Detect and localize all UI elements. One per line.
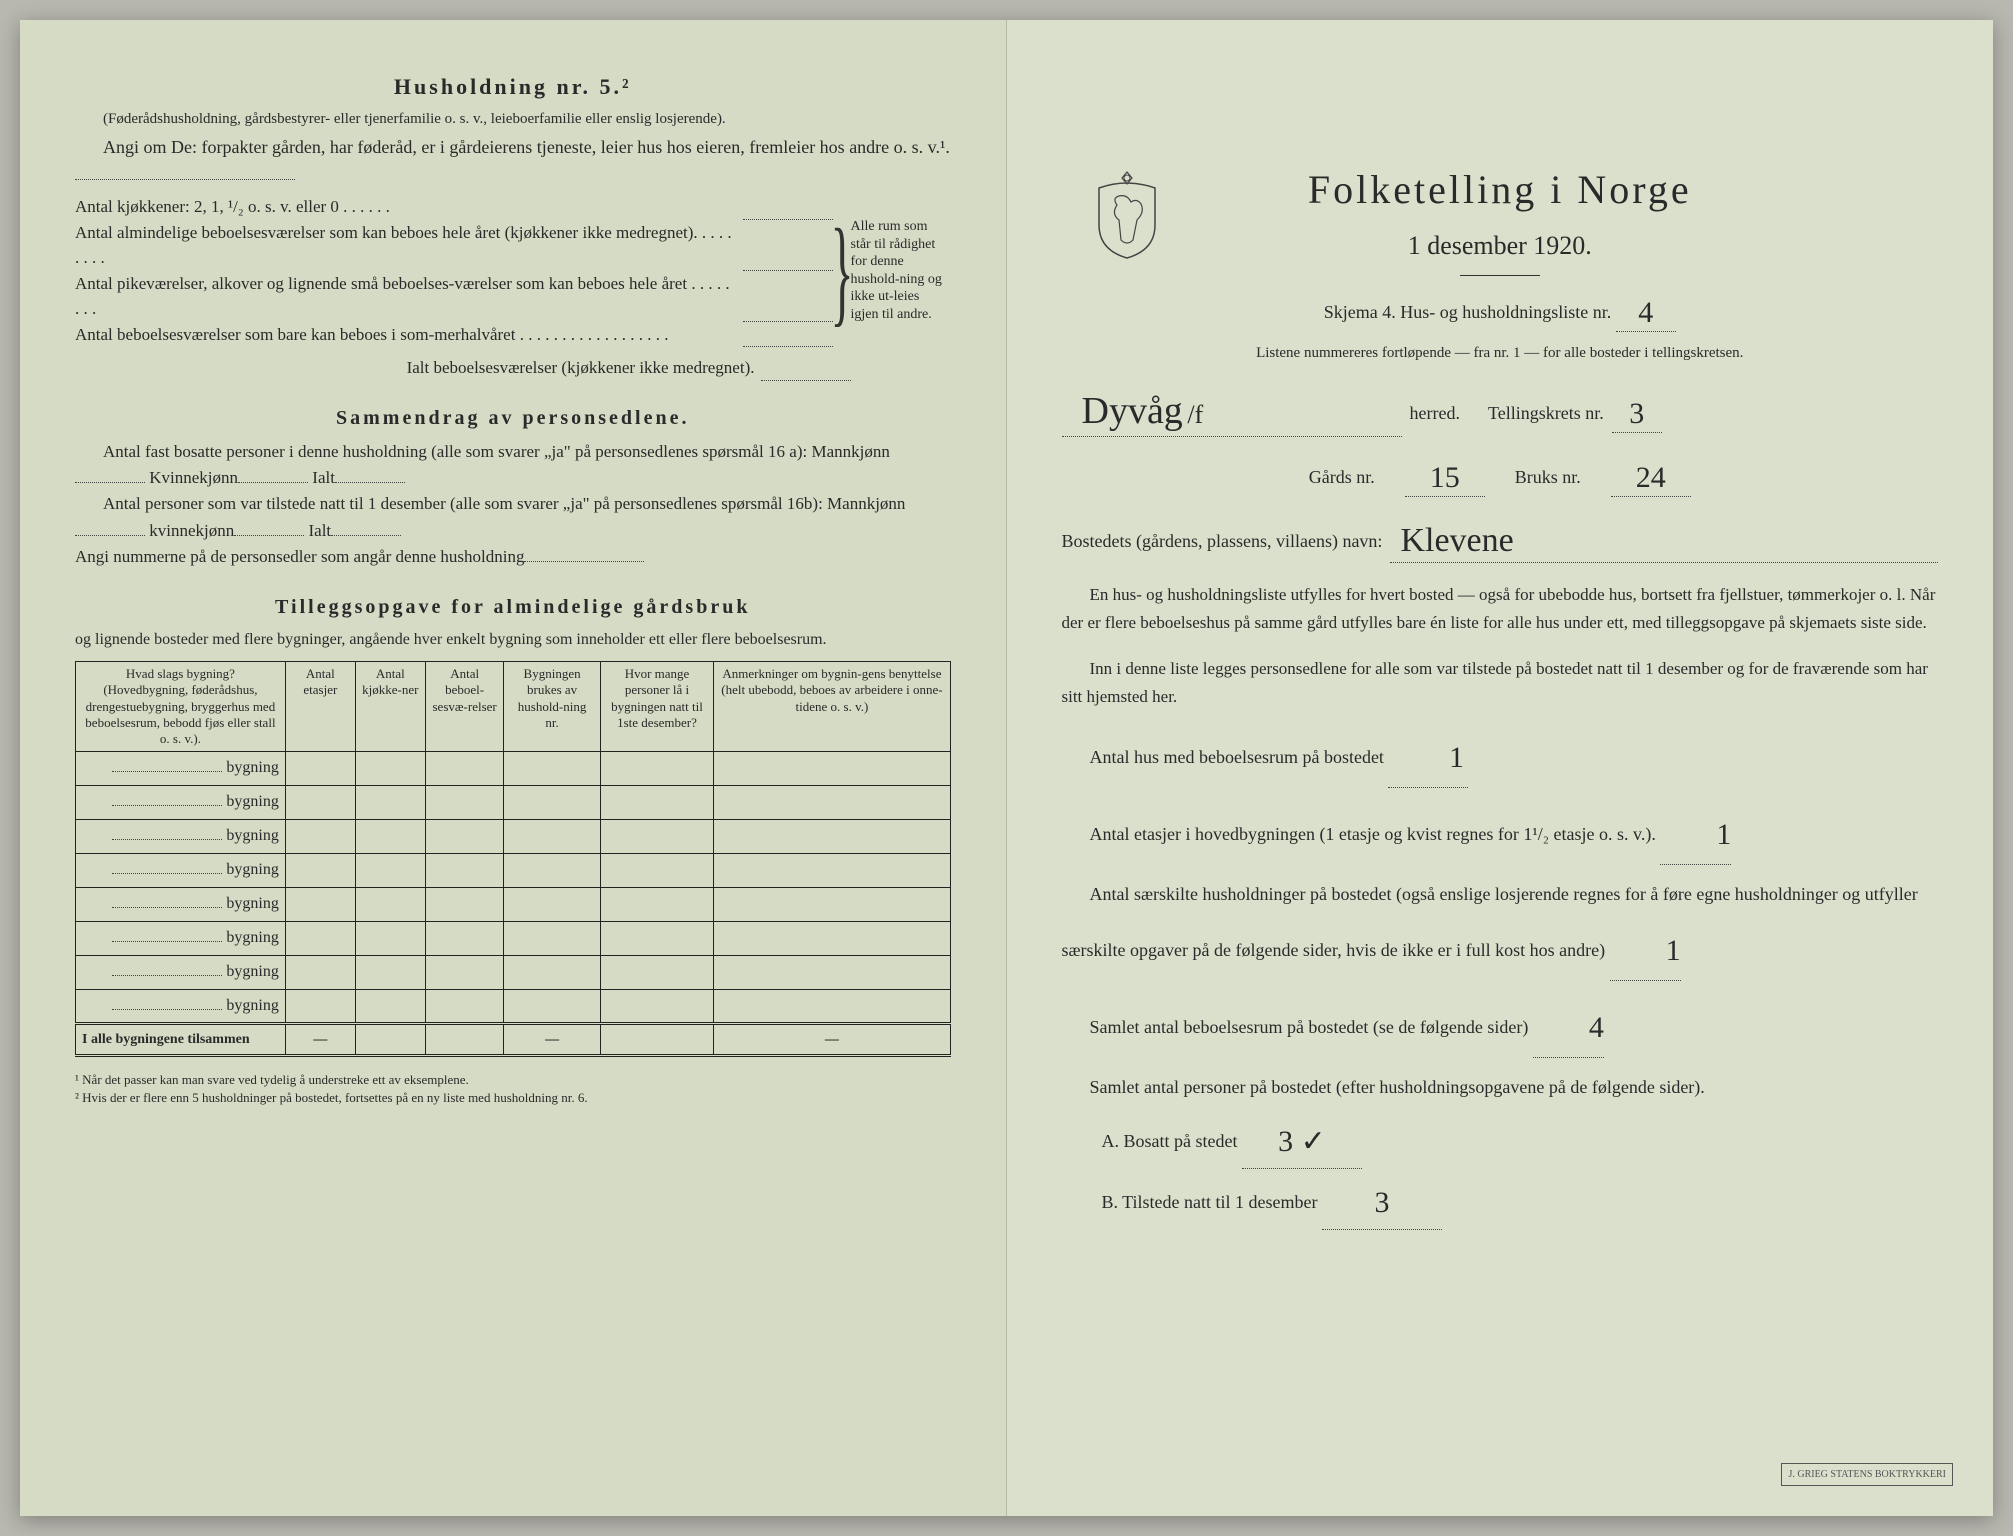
left-page: Husholdning nr. 5.² (Føderådshusholdning… <box>20 20 1007 1516</box>
table-row: bygning <box>76 752 951 786</box>
sammendrag-title: Sammendrag av personsedlene. <box>75 403 951 433</box>
printer-stamp: J. GRIEG STATENS BOKTRYKKERI <box>1781 1463 1953 1486</box>
table-row: bygning <box>76 820 951 854</box>
table-row: bygning <box>76 956 951 990</box>
rooms-brace-block: Antal kjøkkener: 2, 1, ¹/₂ o. s. v. elle… <box>75 194 951 347</box>
census-date: 1 desember 1920. <box>1062 226 1939 265</box>
table-row: bygning <box>76 854 951 888</box>
household5-note: (Føderådshusholdning, gårdsbestyrer- ell… <box>75 109 951 130</box>
household5-para: Angi om De: forpakter gården, har føderå… <box>75 134 951 188</box>
tillegg-title: Tilleggsopgave for almindelige gårdsbruk <box>75 592 951 622</box>
table-row: bygning <box>76 990 951 1024</box>
bosted-row: Bostedets (gårdens, plassens, villaens) … <box>1062 511 1939 563</box>
table-row: bygning <box>76 888 951 922</box>
household5-title: Husholdning nr. 5.² <box>75 70 951 103</box>
document-spread: Husholdning nr. 5.² (Føderådshusholdning… <box>20 20 1993 1516</box>
curly-brace-icon: } <box>838 194 845 347</box>
coat-of-arms-icon <box>1087 170 1167 260</box>
gard-bruk-row: Gårds nr. 15 Bruks nr. 24 <box>1062 451 1939 497</box>
right-header: Folketelling i Norge 1 desember 1920. Sk… <box>1062 160 1939 365</box>
instructions-2: Inn i denne liste legges personsedlene f… <box>1062 655 1939 711</box>
right-page: Folketelling i Norge 1 desember 1920. Sk… <box>1007 20 1994 1516</box>
footnotes: ¹ Når det passer kan man svare ved tydel… <box>75 1071 951 1106</box>
instructions-1: En hus- og husholdningsliste utfylles fo… <box>1062 581 1939 637</box>
census-title: Folketelling i Norge <box>1062 160 1939 220</box>
table-row: bygning <box>76 786 951 820</box>
building-table: Hvad slags bygning? (Hovedbygning, føder… <box>75 661 951 1057</box>
herred-row: Dyvåg /f herred. Tellingskrets nr. 3 <box>1062 379 1939 437</box>
table-row: bygning <box>76 922 951 956</box>
